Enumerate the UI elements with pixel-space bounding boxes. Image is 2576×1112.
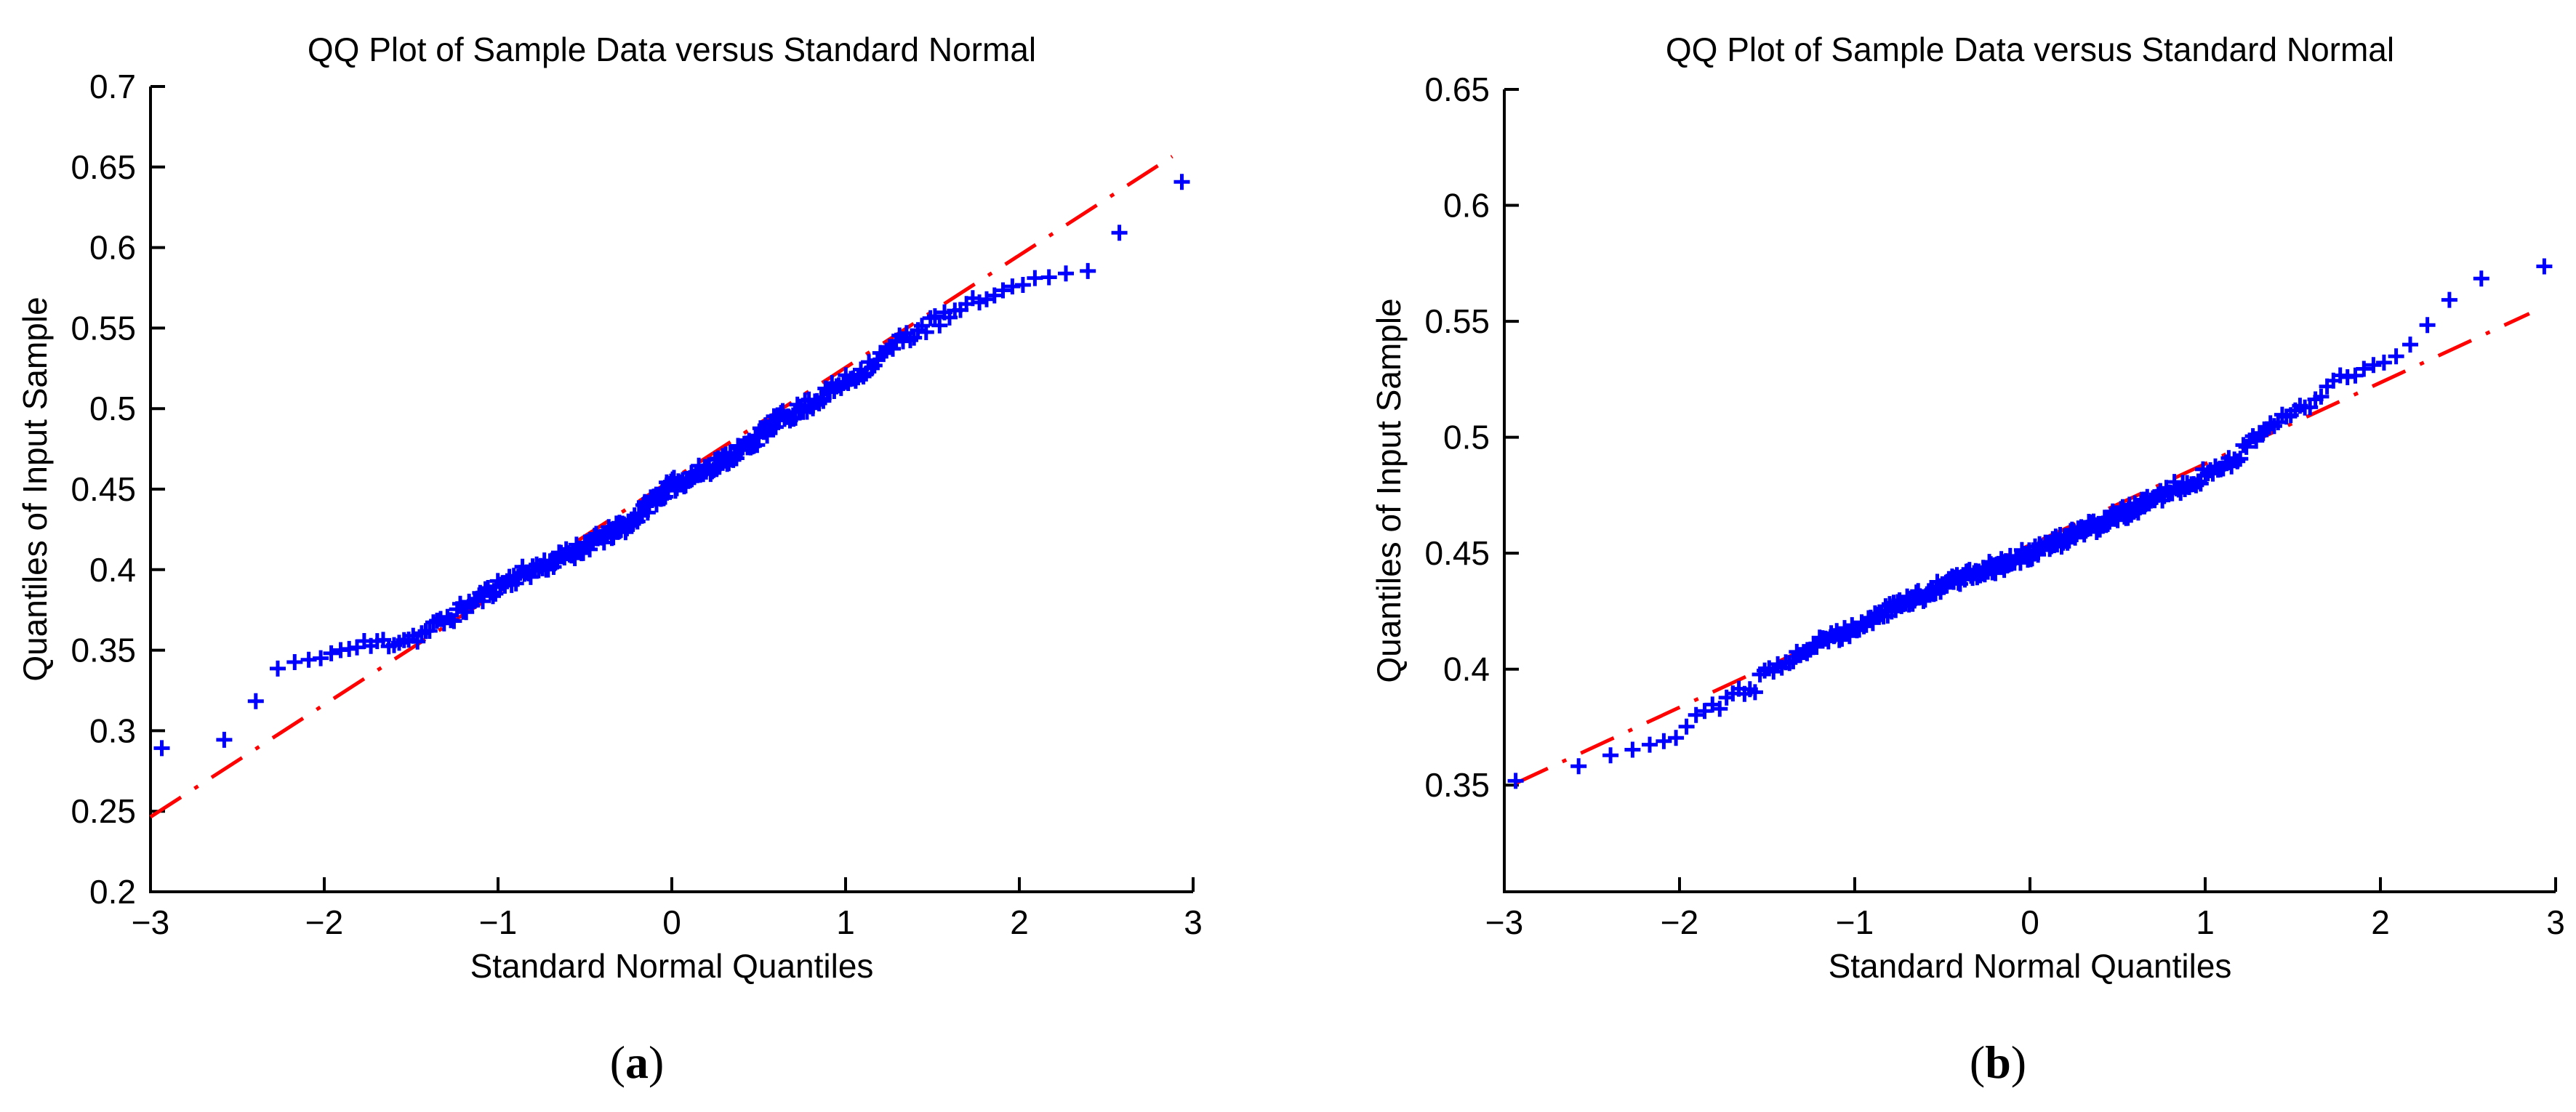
x-tick-label: 1 xyxy=(2196,903,2215,941)
y-tick-label: 0.25 xyxy=(71,792,136,830)
y-tick-label: 0.65 xyxy=(1424,70,1490,108)
y-tick-label: 0.4 xyxy=(89,551,136,589)
x-tick-label: −2 xyxy=(1661,903,1698,941)
y-tick-label: 0.5 xyxy=(1443,419,1490,456)
y-tick-label: 0.55 xyxy=(1424,302,1490,340)
plot-title: QQ Plot of Sample Data versus Standard N… xyxy=(1666,31,2394,68)
y-tick-label: 0.5 xyxy=(89,390,136,427)
x-tick-label: −1 xyxy=(479,903,517,941)
x-tick-label: 0 xyxy=(662,903,681,941)
subfigure-caption: (b) xyxy=(1970,1036,2026,1088)
y-tick-label: 0.6 xyxy=(1443,187,1490,225)
y-axis-label: Quantiles of Input Sample xyxy=(16,297,54,681)
data-markers xyxy=(153,174,1190,757)
x-tick-label: 3 xyxy=(2546,903,2565,941)
x-tick-label: 2 xyxy=(1010,903,1029,941)
x-tick-label: 3 xyxy=(1184,903,1203,941)
y-tick-label: 0.45 xyxy=(71,470,136,508)
y-tick-label: 0.55 xyxy=(71,309,136,347)
y-tick-label: 0.35 xyxy=(1424,766,1490,804)
y-tick-label: 0.6 xyxy=(89,229,136,267)
x-tick-label: −3 xyxy=(132,903,169,941)
data-markers xyxy=(1507,258,2553,789)
x-tick-label: 2 xyxy=(2371,903,2390,941)
y-tick-label: 0.35 xyxy=(71,632,136,669)
x-tick-label: −3 xyxy=(1485,903,1523,941)
x-axis-label: Standard Normal Quantiles xyxy=(470,947,874,985)
plot-title: QQ Plot of Sample Data versus Standard N… xyxy=(308,31,1036,68)
y-tick-label: 0.65 xyxy=(71,148,136,186)
x-tick-label: −1 xyxy=(1836,903,1874,941)
x-axis-label: Standard Normal Quantiles xyxy=(1829,947,2232,985)
y-tick-label: 0.3 xyxy=(89,712,136,749)
y-tick-label: 0.45 xyxy=(1424,534,1490,572)
qq-plot-b: −3 −2 −1 0 1 2 3 0.35 0.4 0.45 0.5 0.55 0.6 0.65 QQ Pl… xyxy=(1370,31,2565,1088)
qq-plot-a: −3 −2 −1 0 1 2 3 0.2 0.25 0.3 0.35 0.4 0.45 0.5 0.55 0.… xyxy=(16,31,1203,1088)
subfigure-caption: (a) xyxy=(610,1036,665,1088)
y-tick-label: 0.7 xyxy=(89,68,136,105)
y-tick-label: 0.4 xyxy=(1443,650,1490,688)
y-tick-label: 0.2 xyxy=(89,873,136,911)
x-tick-label: 1 xyxy=(836,903,855,941)
x-tick-label: 0 xyxy=(2021,903,2039,941)
y-axis-label: Quantiles of Input Sample xyxy=(1370,298,1408,682)
x-tick-label: −2 xyxy=(305,903,343,941)
